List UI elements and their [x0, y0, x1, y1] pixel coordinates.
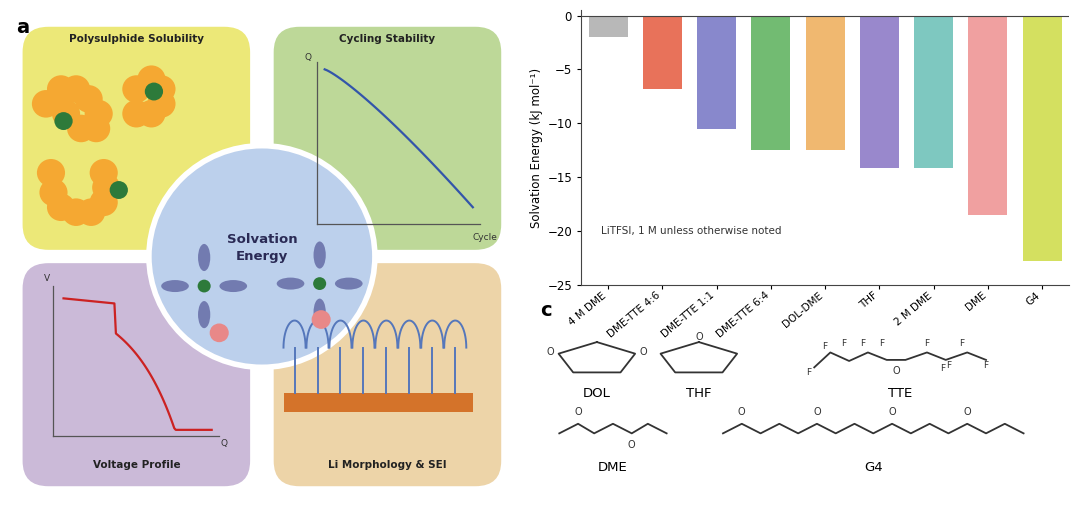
- Text: F: F: [941, 364, 946, 373]
- Circle shape: [52, 100, 80, 127]
- Circle shape: [145, 83, 163, 101]
- Circle shape: [122, 100, 150, 127]
- Ellipse shape: [198, 244, 211, 271]
- Circle shape: [32, 90, 60, 117]
- Circle shape: [137, 100, 165, 127]
- Text: O: O: [575, 407, 582, 418]
- Text: Voltage Profile: Voltage Profile: [93, 460, 180, 470]
- Circle shape: [147, 75, 176, 103]
- Text: DME: DME: [598, 461, 627, 474]
- Text: O: O: [892, 366, 900, 377]
- Text: F: F: [946, 361, 951, 370]
- Text: Polysulphide Solubility: Polysulphide Solubility: [69, 34, 204, 44]
- Text: O: O: [813, 407, 821, 418]
- Circle shape: [313, 277, 326, 290]
- Text: O: O: [696, 332, 703, 342]
- Text: Solvation
Energy: Solvation Energy: [227, 232, 297, 263]
- Text: F: F: [984, 361, 988, 370]
- Text: F: F: [959, 340, 964, 348]
- Circle shape: [90, 189, 118, 216]
- Text: LiTFSI, 1 M unless otherwise noted: LiTFSI, 1 M unless otherwise noted: [600, 226, 781, 236]
- Circle shape: [40, 179, 68, 206]
- Bar: [589, 15, 627, 37]
- Ellipse shape: [276, 278, 305, 289]
- Text: O: O: [627, 440, 635, 450]
- Text: DOL: DOL: [583, 387, 611, 401]
- Text: F: F: [807, 368, 811, 377]
- Text: Cycle: Cycle: [473, 233, 498, 242]
- FancyBboxPatch shape: [272, 25, 503, 251]
- Text: V: V: [44, 274, 51, 283]
- Circle shape: [37, 159, 65, 187]
- Text: Cycling Stability: Cycling Stability: [339, 34, 435, 44]
- Text: O: O: [639, 347, 647, 357]
- Circle shape: [62, 75, 90, 103]
- Text: Q: Q: [305, 52, 311, 62]
- Text: G4: G4: [864, 461, 882, 474]
- Circle shape: [46, 75, 76, 103]
- Circle shape: [198, 280, 211, 292]
- Circle shape: [90, 159, 118, 187]
- Text: F: F: [822, 342, 827, 350]
- Circle shape: [147, 90, 176, 117]
- Circle shape: [312, 310, 330, 329]
- Ellipse shape: [161, 280, 189, 292]
- Bar: [697, 15, 737, 129]
- Text: F: F: [924, 340, 930, 348]
- Text: O: O: [546, 347, 554, 357]
- Text: a: a: [16, 17, 29, 36]
- Bar: [914, 15, 954, 168]
- Circle shape: [122, 75, 150, 103]
- Circle shape: [67, 115, 95, 142]
- Circle shape: [84, 100, 112, 127]
- Text: F: F: [841, 340, 847, 348]
- Ellipse shape: [219, 280, 247, 292]
- Bar: [969, 15, 1008, 215]
- Text: F: F: [860, 340, 865, 348]
- Ellipse shape: [198, 301, 211, 328]
- Circle shape: [110, 181, 127, 199]
- Circle shape: [210, 324, 229, 342]
- Circle shape: [62, 199, 90, 226]
- Text: Q: Q: [220, 439, 228, 448]
- Circle shape: [46, 193, 76, 221]
- Circle shape: [92, 174, 120, 201]
- Circle shape: [77, 199, 105, 226]
- Bar: [284, 393, 473, 411]
- FancyBboxPatch shape: [21, 25, 252, 251]
- Text: O: O: [738, 407, 745, 418]
- Ellipse shape: [335, 278, 363, 289]
- Bar: [860, 15, 899, 168]
- FancyBboxPatch shape: [272, 262, 503, 488]
- Text: c: c: [540, 301, 552, 320]
- Text: F: F: [879, 340, 883, 348]
- Circle shape: [54, 112, 72, 130]
- Circle shape: [149, 146, 375, 367]
- Circle shape: [137, 66, 165, 93]
- Ellipse shape: [313, 242, 326, 269]
- Y-axis label: Solvation Energy (kJ mol⁻¹): Solvation Energy (kJ mol⁻¹): [530, 67, 543, 228]
- Bar: [643, 15, 681, 89]
- Bar: [752, 15, 791, 150]
- FancyBboxPatch shape: [21, 262, 252, 488]
- Text: TTE: TTE: [888, 387, 913, 401]
- Text: THF: THF: [686, 387, 712, 401]
- Circle shape: [82, 115, 110, 142]
- Bar: [1023, 15, 1062, 261]
- Circle shape: [75, 85, 103, 113]
- Ellipse shape: [313, 299, 326, 326]
- Text: Li Morphology & SEI: Li Morphology & SEI: [328, 460, 447, 470]
- Bar: [806, 15, 845, 150]
- Text: O: O: [888, 407, 896, 418]
- Text: O: O: [963, 407, 971, 418]
